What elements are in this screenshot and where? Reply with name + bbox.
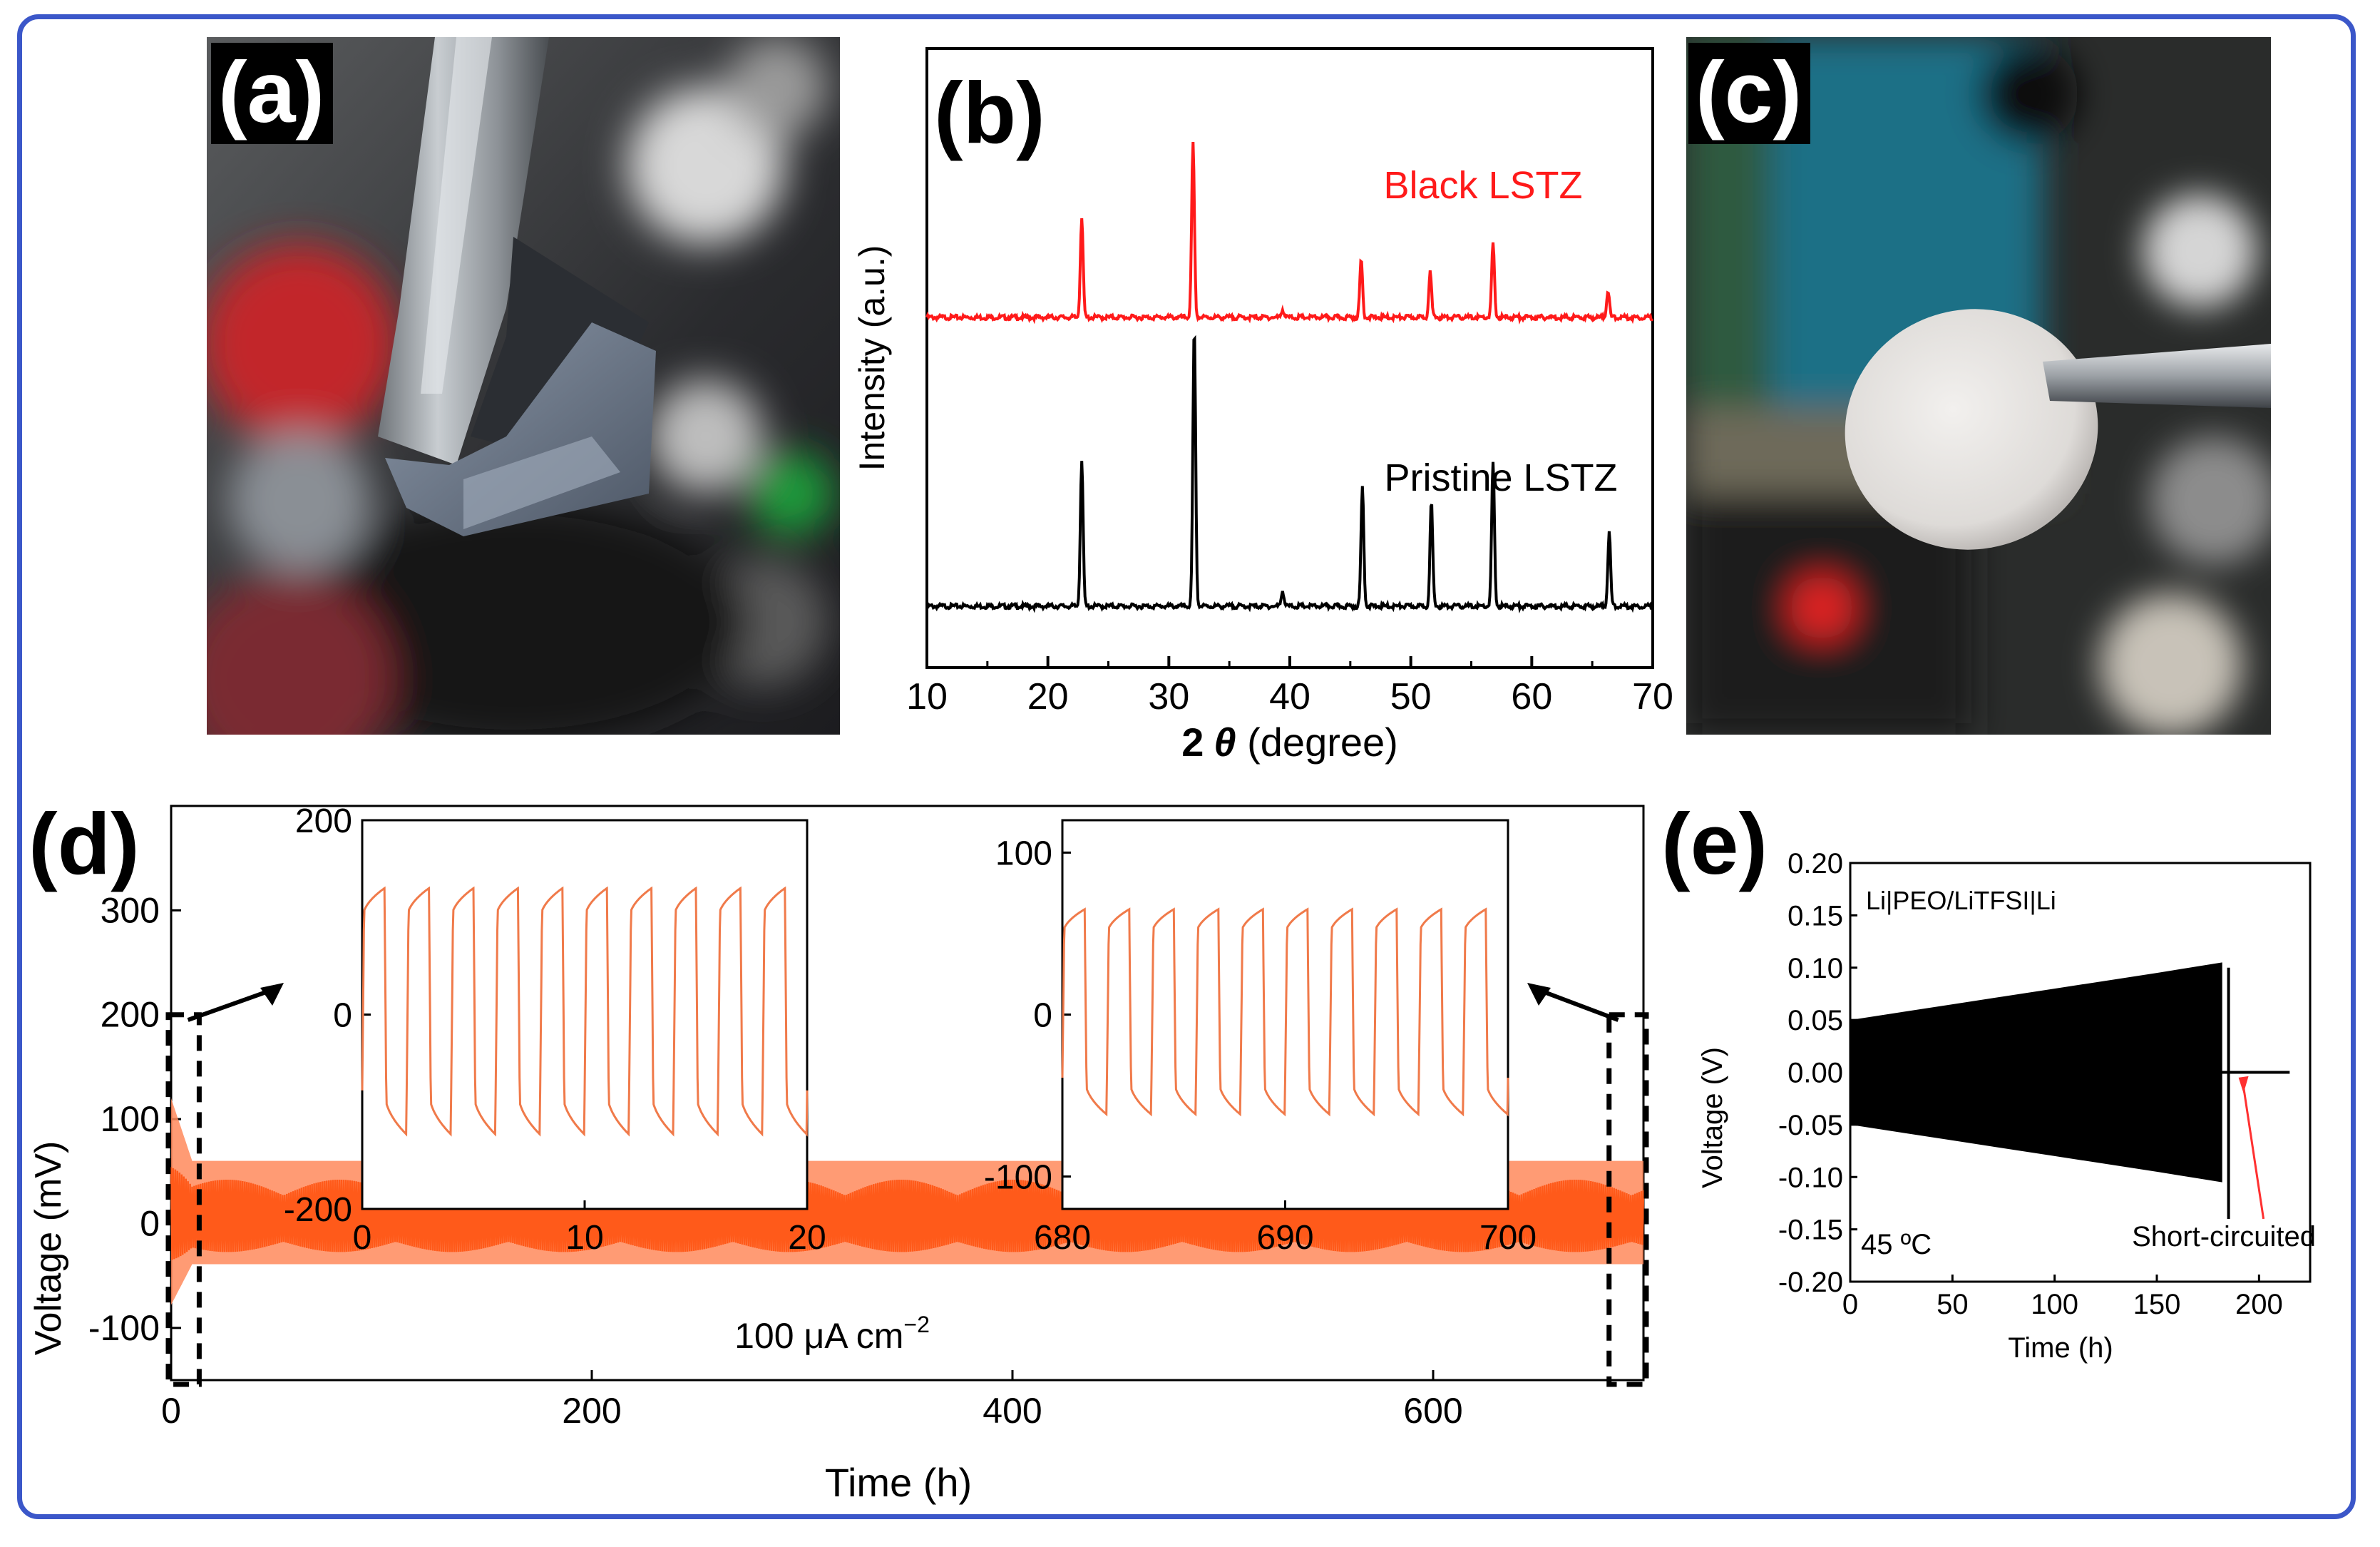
y-tick-label-d: 300 (101, 890, 160, 930)
y-axis-label-e: Voltage (V) (1697, 1047, 1728, 1188)
x-axis-label-e: Time (h) (2008, 1332, 2113, 1364)
x-tick-label-e: 50 (1937, 1289, 1969, 1320)
panel-label-b: (b) (934, 64, 1045, 161)
plot-frame-d (170, 805, 1645, 1382)
y-tick-label-e: -0.20 (1778, 1267, 1843, 1298)
inset-x-tick-label: 10 (565, 1219, 603, 1257)
x-tick-label-b: 10 (906, 676, 948, 718)
inset-x-tick-label: 700 (1479, 1219, 1537, 1257)
x-tick-label-b: 40 (1269, 676, 1310, 718)
photo-a (207, 37, 840, 735)
zoom-arrow-left-head (260, 983, 284, 1006)
voltage-envelope-e (1850, 962, 2222, 1183)
inset-y-tick-label: 0 (1033, 997, 1052, 1035)
x-tick-label-b: 20 (1027, 676, 1069, 718)
y-tick-label-e: -0.15 (1778, 1215, 1843, 1246)
xrd-line-black-lstz (925, 142, 1654, 325)
short-circuit-label: Short-circuited (2132, 1221, 2316, 1252)
photo-c-image (1686, 37, 2271, 735)
panel-label-a: (a) (211, 43, 334, 144)
x-tick-label-e: 0 (1842, 1289, 1858, 1320)
x-tick-label-b: 30 (1148, 676, 1189, 718)
inset-y-tick-label: -200 (284, 1191, 352, 1229)
inset-x-tick-label: 0 (353, 1219, 372, 1257)
panel-d: (d) 0 200 400 600 -100 0 100 200 300 0 10 20 -200 0 2… (14, 792, 1668, 1519)
photo-c (1686, 37, 2271, 735)
zoom-box-d-1 (165, 1012, 202, 1387)
x-tick-label-d: 0 (161, 1391, 181, 1431)
inset-y-tick-label: -100 (984, 1159, 1052, 1197)
zoom-box-d-2 (1606, 1012, 1649, 1387)
panel-label-d: (d) (29, 795, 140, 892)
voltage-trace-d (170, 1167, 1645, 1260)
x-ticks-b: 10 20 30 40 50 60 70 (906, 656, 1673, 718)
x-tick-label-e: 100 (2031, 1289, 2078, 1320)
main-plot-e: 0 50 100 150 200 -0.20 -0.15 -0.10 -0.05 0.00 0.05… (1778, 848, 2312, 1320)
current-density-exponent: −2 (903, 1312, 929, 1337)
x-tick-label-e: 150 (2133, 1289, 2181, 1320)
legend-pristine-lstz: Pristine LSTZ (1384, 456, 1617, 499)
short-circuit-arrow-head (2238, 1076, 2249, 1093)
y-axis-label-d: Voltage (mV) (28, 1141, 69, 1356)
series-b (925, 142, 1654, 614)
y-tick-label-e: -0.05 (1778, 1110, 1843, 1141)
panel-label-e: (e) (1661, 795, 1768, 892)
y-tick-label-e: 0.10 (1787, 953, 1843, 984)
y-tick-label-d: -100 (88, 1308, 160, 1348)
inset-x-tick-label: 20 (788, 1219, 826, 1257)
zoom-arrow-left (187, 986, 279, 1022)
inset-y-tick-label: 0 (333, 997, 352, 1035)
x-axis-label-suffix: (degree) (1236, 720, 1398, 765)
x-tick-label-d: 400 (983, 1391, 1042, 1431)
y-axis-label-b: Intensity (a.u.) (852, 245, 892, 471)
xrd-line-pristine-lstz (925, 335, 1654, 614)
inset-end-d: 680 690 700 -100 0 100 (984, 819, 1537, 1257)
y-tick-label-e: 0.00 (1787, 1058, 1843, 1089)
x-tick-label-b: 70 (1632, 676, 1673, 718)
x-tick-label-b: 60 (1511, 676, 1552, 718)
cell-title-e: Li|PEO/LiTFSI|Li (1866, 886, 2056, 915)
x-axis-label-d: Time (h) (825, 1460, 972, 1505)
inset-x-tick-label: 680 (1034, 1219, 1091, 1257)
y-tick-label-d: 0 (140, 1203, 160, 1243)
x-axis-label-symbol: θ (1214, 720, 1236, 765)
x-tick-label-d: 600 (1403, 1391, 1462, 1431)
x-tick-label-d: 200 (562, 1391, 621, 1431)
inset-y-tick-label: 200 (295, 802, 352, 840)
x-tick-label-b: 50 (1390, 676, 1432, 718)
zoom-arrow-right (1532, 986, 1619, 1022)
y-tick-label-d: 100 (101, 1099, 160, 1139)
zoom-arrow-right-head (1527, 983, 1551, 1006)
inset-y-tick-label: 100 (995, 834, 1052, 872)
panel-e: (e) 0 50 100 150 200 -0.20 -0.15 -0.10 -0.05 0.00… (1661, 792, 2339, 1505)
photo-a-image (207, 37, 840, 735)
y-tick-label-e: 0.15 (1787, 900, 1843, 931)
inset-x-tick-label: 690 (1256, 1219, 1313, 1257)
legend-black-lstz: Black LSTZ (1383, 164, 1582, 207)
y-tick-label-e: 0.05 (1787, 1005, 1843, 1036)
temperature-label-e: 45 ºC (1861, 1229, 1932, 1260)
current-density-label: 100 μA cm−2 (734, 1312, 930, 1356)
voltage-chart-e: (e) 0 50 100 150 200 -0.20 -0.15 -0.10 -0.05 0.00… (1661, 795, 2316, 1364)
panel-label-c: (c) (1688, 43, 1811, 144)
x-tick-label-e: 200 (2235, 1289, 2283, 1320)
inset-voltage-trace (361, 886, 809, 1137)
y-tick-label-e: 0.20 (1787, 848, 1843, 879)
x-axis-label-prefix: 2 (1181, 720, 1204, 765)
y-tick-label-d: 200 (101, 995, 160, 1035)
inset-voltage-trace (1061, 907, 1509, 1117)
short-circuit-arrow (2241, 1077, 2265, 1220)
current-density-value: 100 μA cm (734, 1316, 903, 1356)
y-tick-label-e: -0.10 (1778, 1162, 1843, 1193)
